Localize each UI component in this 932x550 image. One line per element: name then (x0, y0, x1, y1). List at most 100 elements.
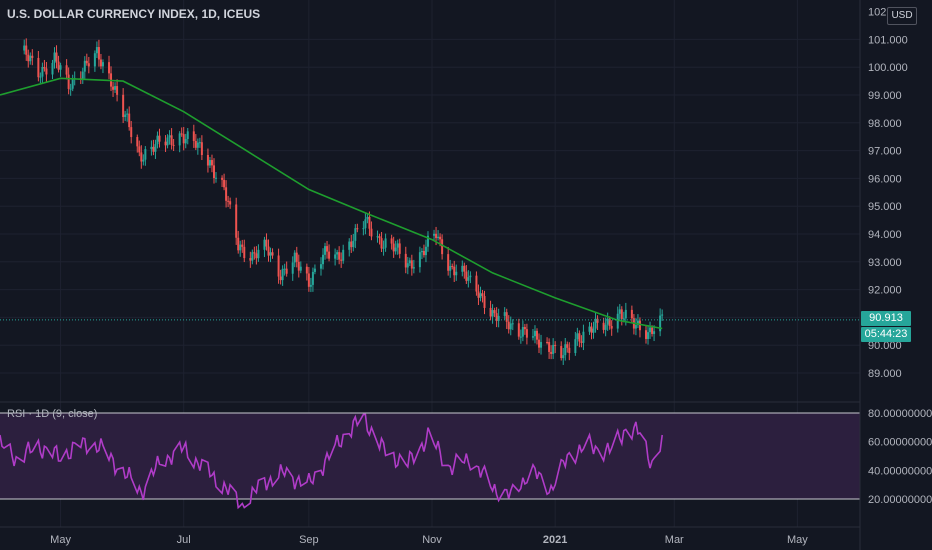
candle-body (618, 309, 621, 314)
rsi-line (0, 413, 663, 510)
candle-body (578, 333, 581, 342)
candle-body (630, 309, 633, 319)
candle-body (164, 141, 167, 146)
candle-body (590, 326, 593, 333)
candle-body (576, 333, 579, 340)
candle-body (378, 236, 381, 239)
candle-body (87, 63, 90, 67)
candle-body (281, 268, 284, 281)
candle-body (336, 252, 339, 255)
candle-body (122, 94, 125, 118)
candle-body (225, 187, 228, 201)
candle-body (521, 327, 524, 337)
candle-body (150, 146, 153, 150)
candle-body (67, 74, 70, 89)
candle-body (548, 342, 551, 352)
candle-body (580, 341, 583, 343)
time-scale[interactable]: May Jul Sep Nov 2021 Mar May (50, 534, 808, 546)
candle-body (392, 243, 395, 252)
candle-body (449, 266, 452, 271)
candle-body (156, 135, 159, 145)
candle-body (519, 336, 522, 338)
candle-body (507, 321, 510, 330)
currency-button[interactable]: USD (887, 7, 917, 25)
candle-body (83, 60, 86, 72)
candle-body (305, 266, 308, 274)
candle-body (503, 312, 506, 316)
candle-body (324, 246, 327, 255)
last-price-tag: 90.913 (861, 311, 911, 326)
candle-body (340, 259, 343, 261)
price-tick-label: 90.000 (868, 340, 902, 352)
candle-body (342, 249, 345, 261)
candle-body (43, 67, 46, 69)
candle-body (57, 61, 60, 70)
candle-body (380, 238, 383, 249)
candle-body (364, 219, 367, 229)
candle-body (523, 327, 526, 330)
candle-body (604, 324, 607, 330)
countdown-tag: 05:44:23 (861, 327, 911, 342)
candle-body (299, 266, 302, 271)
candle-body (249, 258, 252, 261)
candle-body (99, 59, 102, 67)
rsi-tick-label: 80.00000000 (868, 408, 932, 420)
rsi-label: RSI · 1D (9, close) (7, 408, 98, 420)
candle-body (85, 60, 88, 64)
candle-body (81, 71, 84, 79)
candle-body (447, 254, 450, 271)
candle-body (467, 277, 470, 281)
candle-body (239, 244, 242, 251)
candle-body (647, 332, 650, 339)
moving-average-line (0, 77, 663, 330)
rsi-tick-label: 40.00000000 (868, 465, 932, 477)
candle-body (144, 149, 147, 160)
candle-body (241, 244, 244, 247)
candle-body (319, 264, 322, 269)
candle-body (184, 138, 187, 144)
candle-body (406, 263, 409, 268)
candle-body (65, 65, 68, 75)
candle-body (138, 146, 141, 153)
candle-body (624, 309, 627, 319)
rsi-scale[interactable]: 20.00000000 40.00000000 60.00000000 80.0000… (868, 408, 932, 506)
candle-body (251, 252, 254, 261)
price-tick-label: 94.000 (868, 229, 902, 241)
candle-body (124, 114, 127, 118)
candle-body (350, 241, 353, 248)
candle-body (592, 328, 595, 333)
time-tick-label: May (787, 534, 808, 546)
candle-body (398, 243, 401, 254)
candle-body (483, 296, 486, 308)
candle-body (39, 76, 42, 78)
candle-body (182, 134, 185, 144)
candle-body (152, 146, 155, 152)
candle-body (328, 251, 331, 259)
candle-body (243, 246, 246, 259)
candle-body (277, 255, 280, 277)
candle-body (366, 216, 369, 220)
candle-body (384, 238, 387, 248)
chart-title: U.S. DOLLAR CURRENCY INDEX, 1D, ICEUS (7, 7, 261, 21)
rsi-tick-label: 60.00000000 (868, 437, 932, 449)
candle-body (170, 135, 173, 145)
candle-body (23, 45, 26, 51)
rsi-tick-label: 20.00000000 (868, 494, 932, 506)
candle-body (435, 233, 438, 239)
candle-body (420, 250, 423, 253)
candle-body (69, 88, 72, 90)
candle-body (326, 246, 329, 252)
candle-body (322, 254, 325, 265)
candle-body (661, 314, 664, 316)
price-tick-label: 99.000 (868, 90, 902, 102)
candle-body (477, 291, 480, 298)
candle-body (582, 331, 585, 343)
candle-body (112, 86, 115, 90)
candle-body (172, 144, 175, 146)
candle-body (293, 252, 296, 263)
candle-body (263, 239, 266, 250)
candle-body (128, 113, 131, 128)
candle-body (253, 252, 256, 254)
candle-body (638, 320, 641, 331)
